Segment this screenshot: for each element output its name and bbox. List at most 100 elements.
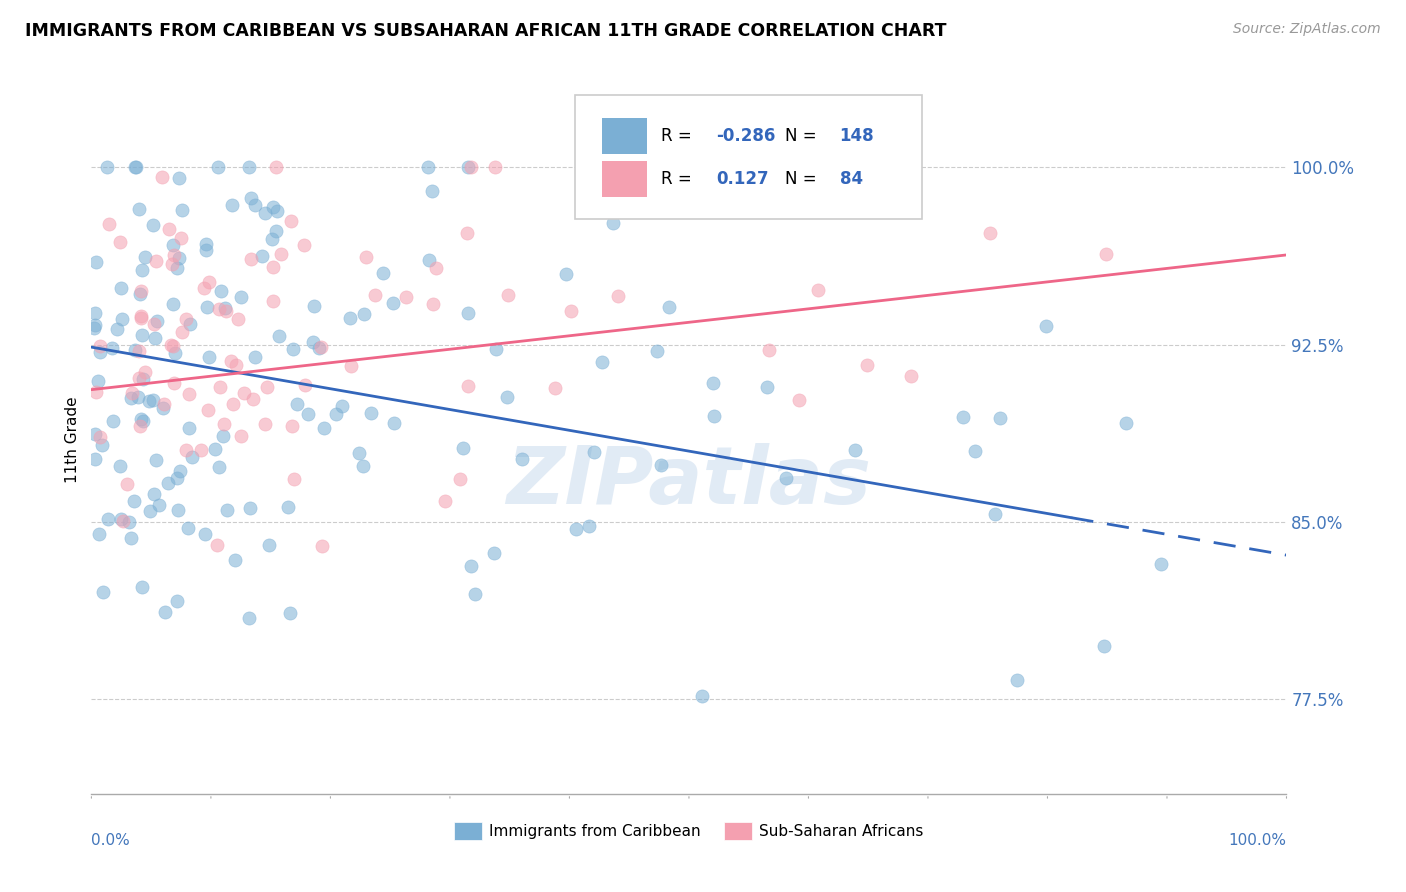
Text: N =: N = (785, 127, 815, 145)
Point (142, 392, 165, 407)
Point (225, 358, 247, 372)
Point (194, 527, 217, 541)
Point (169, 252, 191, 266)
Point (339, 311, 361, 326)
Point (544, 381, 567, 395)
Point (658, 300, 681, 314)
Point (134, 250, 156, 264)
Point (167, 503, 190, 517)
Point (143, 331, 166, 345)
Point (87, 527, 110, 541)
Point (692, 690, 714, 704)
Point (83, 451, 105, 466)
Point (464, 587, 486, 601)
Point (283, 342, 305, 356)
Point (115, 477, 138, 491)
Point (152, 397, 174, 411)
Point (451, 441, 474, 455)
Point (197, 403, 219, 417)
Point (142, 487, 165, 501)
Point (152, 401, 174, 415)
Point (308, 341, 330, 355)
Point (1005, 673, 1028, 688)
Point (382, 417, 405, 431)
Point (245, 350, 267, 364)
Point (416, 161, 439, 175)
Point (582, 444, 605, 458)
Point (353, 307, 375, 321)
Point (297, 407, 319, 421)
Point (84, 318, 107, 332)
Text: 148: 148 (839, 127, 875, 145)
Point (278, 606, 301, 620)
Point (382, 296, 405, 310)
Point (132, 414, 155, 428)
Point (239, 191, 262, 205)
Point (257, 538, 280, 552)
Point (89, 339, 111, 353)
Point (166, 471, 188, 485)
Point (127, 390, 149, 404)
Legend: Immigrants from Caribbean, Sub-Saharan Africans: Immigrants from Caribbean, Sub-Saharan A… (449, 815, 929, 847)
Point (212, 417, 235, 431)
Point (222, 397, 245, 411)
Point (1095, 246, 1118, 260)
Point (266, 161, 288, 175)
Point (150, 170, 173, 185)
Point (198, 351, 221, 365)
Point (311, 340, 333, 354)
Point (107, 322, 129, 336)
Point (193, 281, 215, 295)
Point (280, 419, 302, 434)
Point (510, 452, 533, 467)
Point (650, 458, 672, 472)
Point (285, 397, 308, 411)
Text: ZIPatlas: ZIPatlas (506, 442, 872, 521)
Point (208, 301, 231, 316)
Point (180, 450, 202, 464)
Point (252, 248, 274, 262)
Point (176, 521, 198, 535)
Point (270, 247, 292, 261)
Point (214, 301, 236, 315)
Text: -0.286: -0.286 (717, 127, 776, 145)
Point (280, 214, 302, 228)
Point (633, 161, 655, 175)
Point (91, 437, 114, 451)
Point (101, 414, 124, 428)
Point (209, 284, 232, 298)
Point (87, 374, 110, 388)
Point (1115, 416, 1137, 430)
Point (645, 343, 668, 358)
Point (128, 202, 150, 216)
Point (145, 253, 167, 268)
Point (262, 260, 284, 274)
Point (131, 412, 153, 426)
Point (238, 611, 260, 625)
Point (204, 442, 226, 456)
Point (484, 161, 506, 175)
Point (125, 161, 148, 175)
Point (292, 238, 315, 252)
Point (207, 161, 229, 175)
Point (325, 407, 347, 421)
Point (174, 311, 197, 326)
Point (434, 494, 457, 508)
Point (554, 267, 576, 281)
Point (965, 443, 987, 458)
Point (294, 378, 316, 392)
Point (143, 317, 166, 331)
Point (84, 255, 107, 269)
Text: 0.127: 0.127 (717, 170, 769, 188)
Point (229, 429, 252, 443)
Point (155, 606, 177, 620)
Point (703, 409, 725, 424)
Point (787, 393, 810, 408)
Point (108, 458, 131, 473)
Point (256, 380, 278, 394)
Point (131, 581, 153, 595)
Point (120, 391, 142, 405)
Point (457, 306, 479, 320)
Point (1092, 639, 1115, 653)
Point (160, 337, 183, 351)
